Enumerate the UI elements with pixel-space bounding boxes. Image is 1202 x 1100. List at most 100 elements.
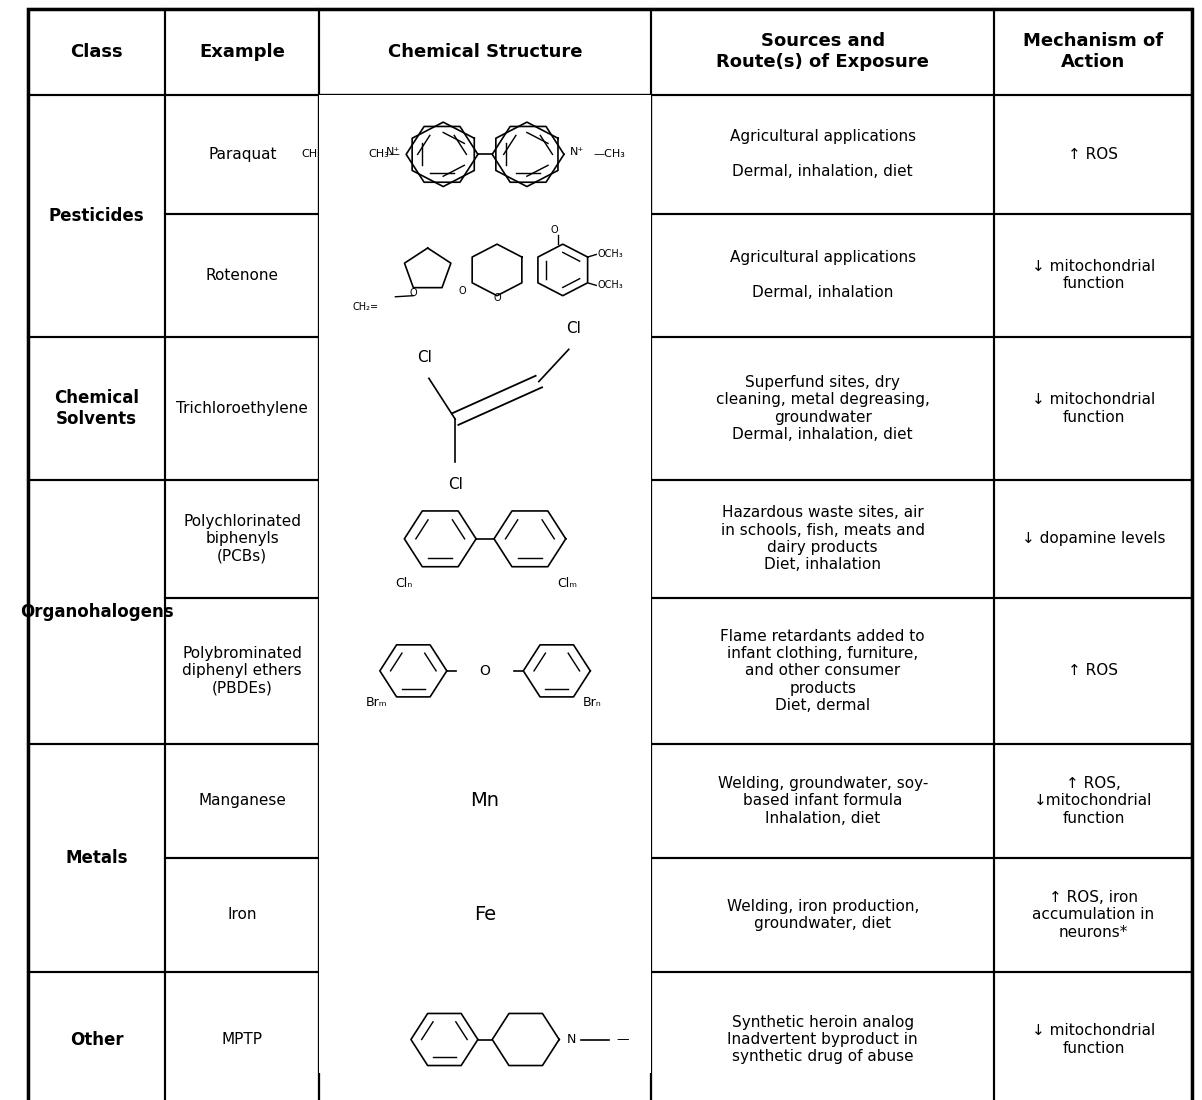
Bar xyxy=(994,9,1192,96)
Bar xyxy=(994,480,1192,598)
Text: Polybrominated
diphenyl ethers
(PBDEs): Polybrominated diphenyl ethers (PBDEs) xyxy=(183,646,302,696)
Bar xyxy=(320,96,651,213)
Text: Example: Example xyxy=(200,43,285,60)
Text: CH₂=: CH₂= xyxy=(352,302,379,312)
Text: OCH₃: OCH₃ xyxy=(597,250,623,260)
Bar xyxy=(320,598,651,744)
Bar xyxy=(320,213,651,337)
Bar xyxy=(320,744,651,858)
Text: Iron: Iron xyxy=(227,908,257,923)
Text: Chemical Structure: Chemical Structure xyxy=(388,43,582,60)
Bar xyxy=(28,337,166,480)
Bar xyxy=(320,337,651,480)
Bar xyxy=(994,744,1192,858)
Bar xyxy=(994,337,1192,480)
Text: Agricultural applications

Dermal, inhalation, diet: Agricultural applications Dermal, inhala… xyxy=(730,130,916,179)
Text: O: O xyxy=(480,664,490,678)
Text: Mechanism of
Action: Mechanism of Action xyxy=(1023,33,1164,72)
Text: O: O xyxy=(551,226,558,235)
Text: Brₘ: Brₘ xyxy=(365,696,387,708)
Text: Flame retardants added to
infant clothing, furniture,
and other consumer
product: Flame retardants added to infant clothin… xyxy=(720,628,926,713)
Text: Cl: Cl xyxy=(566,321,581,337)
Bar xyxy=(651,337,994,480)
Text: CH₃: CH₃ xyxy=(302,150,322,160)
Text: —CH₃: —CH₃ xyxy=(594,150,626,160)
Text: Mn: Mn xyxy=(470,791,500,811)
Bar xyxy=(28,9,166,96)
Bar xyxy=(320,96,651,213)
Bar xyxy=(320,972,651,1100)
Bar xyxy=(320,598,651,744)
Text: ↑ ROS: ↑ ROS xyxy=(1069,663,1119,679)
Bar xyxy=(320,96,651,213)
Bar xyxy=(320,9,651,96)
Text: MPTP: MPTP xyxy=(222,1032,263,1047)
Bar xyxy=(994,96,1192,213)
Text: N⁺: N⁺ xyxy=(386,147,400,157)
Bar xyxy=(320,96,651,213)
Bar xyxy=(651,972,994,1100)
Text: Pesticides: Pesticides xyxy=(49,207,144,226)
Text: ↓ dopamine levels: ↓ dopamine levels xyxy=(1022,531,1165,547)
Bar xyxy=(320,972,651,1100)
Bar xyxy=(651,96,994,213)
Bar xyxy=(320,972,651,1100)
Text: ↑ ROS,
↓mitochondrial
function: ↑ ROS, ↓mitochondrial function xyxy=(1034,776,1153,826)
Text: CH₃—: CH₃— xyxy=(368,150,400,160)
Text: ↓ mitochondrial
function: ↓ mitochondrial function xyxy=(1031,1023,1155,1056)
Text: Cl: Cl xyxy=(417,351,432,365)
Bar xyxy=(166,480,320,598)
Text: N⁺: N⁺ xyxy=(374,150,388,160)
Bar xyxy=(320,480,651,598)
Bar xyxy=(320,744,651,858)
Bar xyxy=(651,9,994,96)
Bar xyxy=(994,213,1192,337)
Bar xyxy=(166,858,320,972)
Bar xyxy=(28,744,166,972)
Text: Organohalogens: Organohalogens xyxy=(20,603,173,620)
Text: Polychlorinated
biphenyls
(PCBs): Polychlorinated biphenyls (PCBs) xyxy=(183,514,302,563)
Text: Clₙ: Clₙ xyxy=(395,578,412,591)
Text: —: — xyxy=(368,150,379,160)
Text: Brₙ: Brₙ xyxy=(583,696,602,708)
Bar xyxy=(28,96,166,337)
Text: Agricultural applications

Dermal, inhalation: Agricultural applications Dermal, inhala… xyxy=(730,251,916,300)
Bar xyxy=(320,96,651,213)
Text: Superfund sites, dry
cleaning, metal degreasing,
groundwater
Dermal, inhalation,: Superfund sites, dry cleaning, metal deg… xyxy=(716,375,929,442)
Bar xyxy=(651,744,994,858)
Bar xyxy=(320,858,651,972)
Text: N: N xyxy=(566,1033,576,1046)
Bar xyxy=(28,480,166,744)
Bar xyxy=(994,972,1192,1100)
Bar xyxy=(651,213,994,337)
Text: Cl: Cl xyxy=(447,477,463,492)
Bar xyxy=(166,9,320,96)
Text: Paraquat: Paraquat xyxy=(208,147,276,162)
Text: ↓ mitochondrial
function: ↓ mitochondrial function xyxy=(1031,260,1155,292)
Bar xyxy=(320,858,651,972)
Text: O: O xyxy=(458,286,466,296)
Bar xyxy=(320,480,651,598)
Text: Welding, iron production,
groundwater, diet: Welding, iron production, groundwater, d… xyxy=(726,899,918,931)
Bar xyxy=(166,96,320,213)
Bar xyxy=(320,858,651,972)
Text: Class: Class xyxy=(71,43,123,60)
Text: N⁺: N⁺ xyxy=(570,147,584,157)
Text: Sources and
Route(s) of Exposure: Sources and Route(s) of Exposure xyxy=(716,33,929,72)
Bar xyxy=(651,598,994,744)
Bar xyxy=(320,213,651,337)
Text: O: O xyxy=(493,294,501,304)
Text: Fe: Fe xyxy=(474,905,496,924)
Text: Other: Other xyxy=(70,1031,124,1048)
Text: O: O xyxy=(410,288,417,298)
Text: Metals: Metals xyxy=(65,849,127,867)
Bar xyxy=(166,972,320,1100)
Text: Rotenone: Rotenone xyxy=(206,267,279,283)
Text: ↑ ROS: ↑ ROS xyxy=(1069,147,1119,162)
Bar xyxy=(28,972,166,1100)
Bar xyxy=(651,858,994,972)
Bar xyxy=(994,598,1192,744)
Bar xyxy=(166,337,320,480)
Bar xyxy=(320,337,651,480)
Text: —: — xyxy=(617,1033,629,1046)
